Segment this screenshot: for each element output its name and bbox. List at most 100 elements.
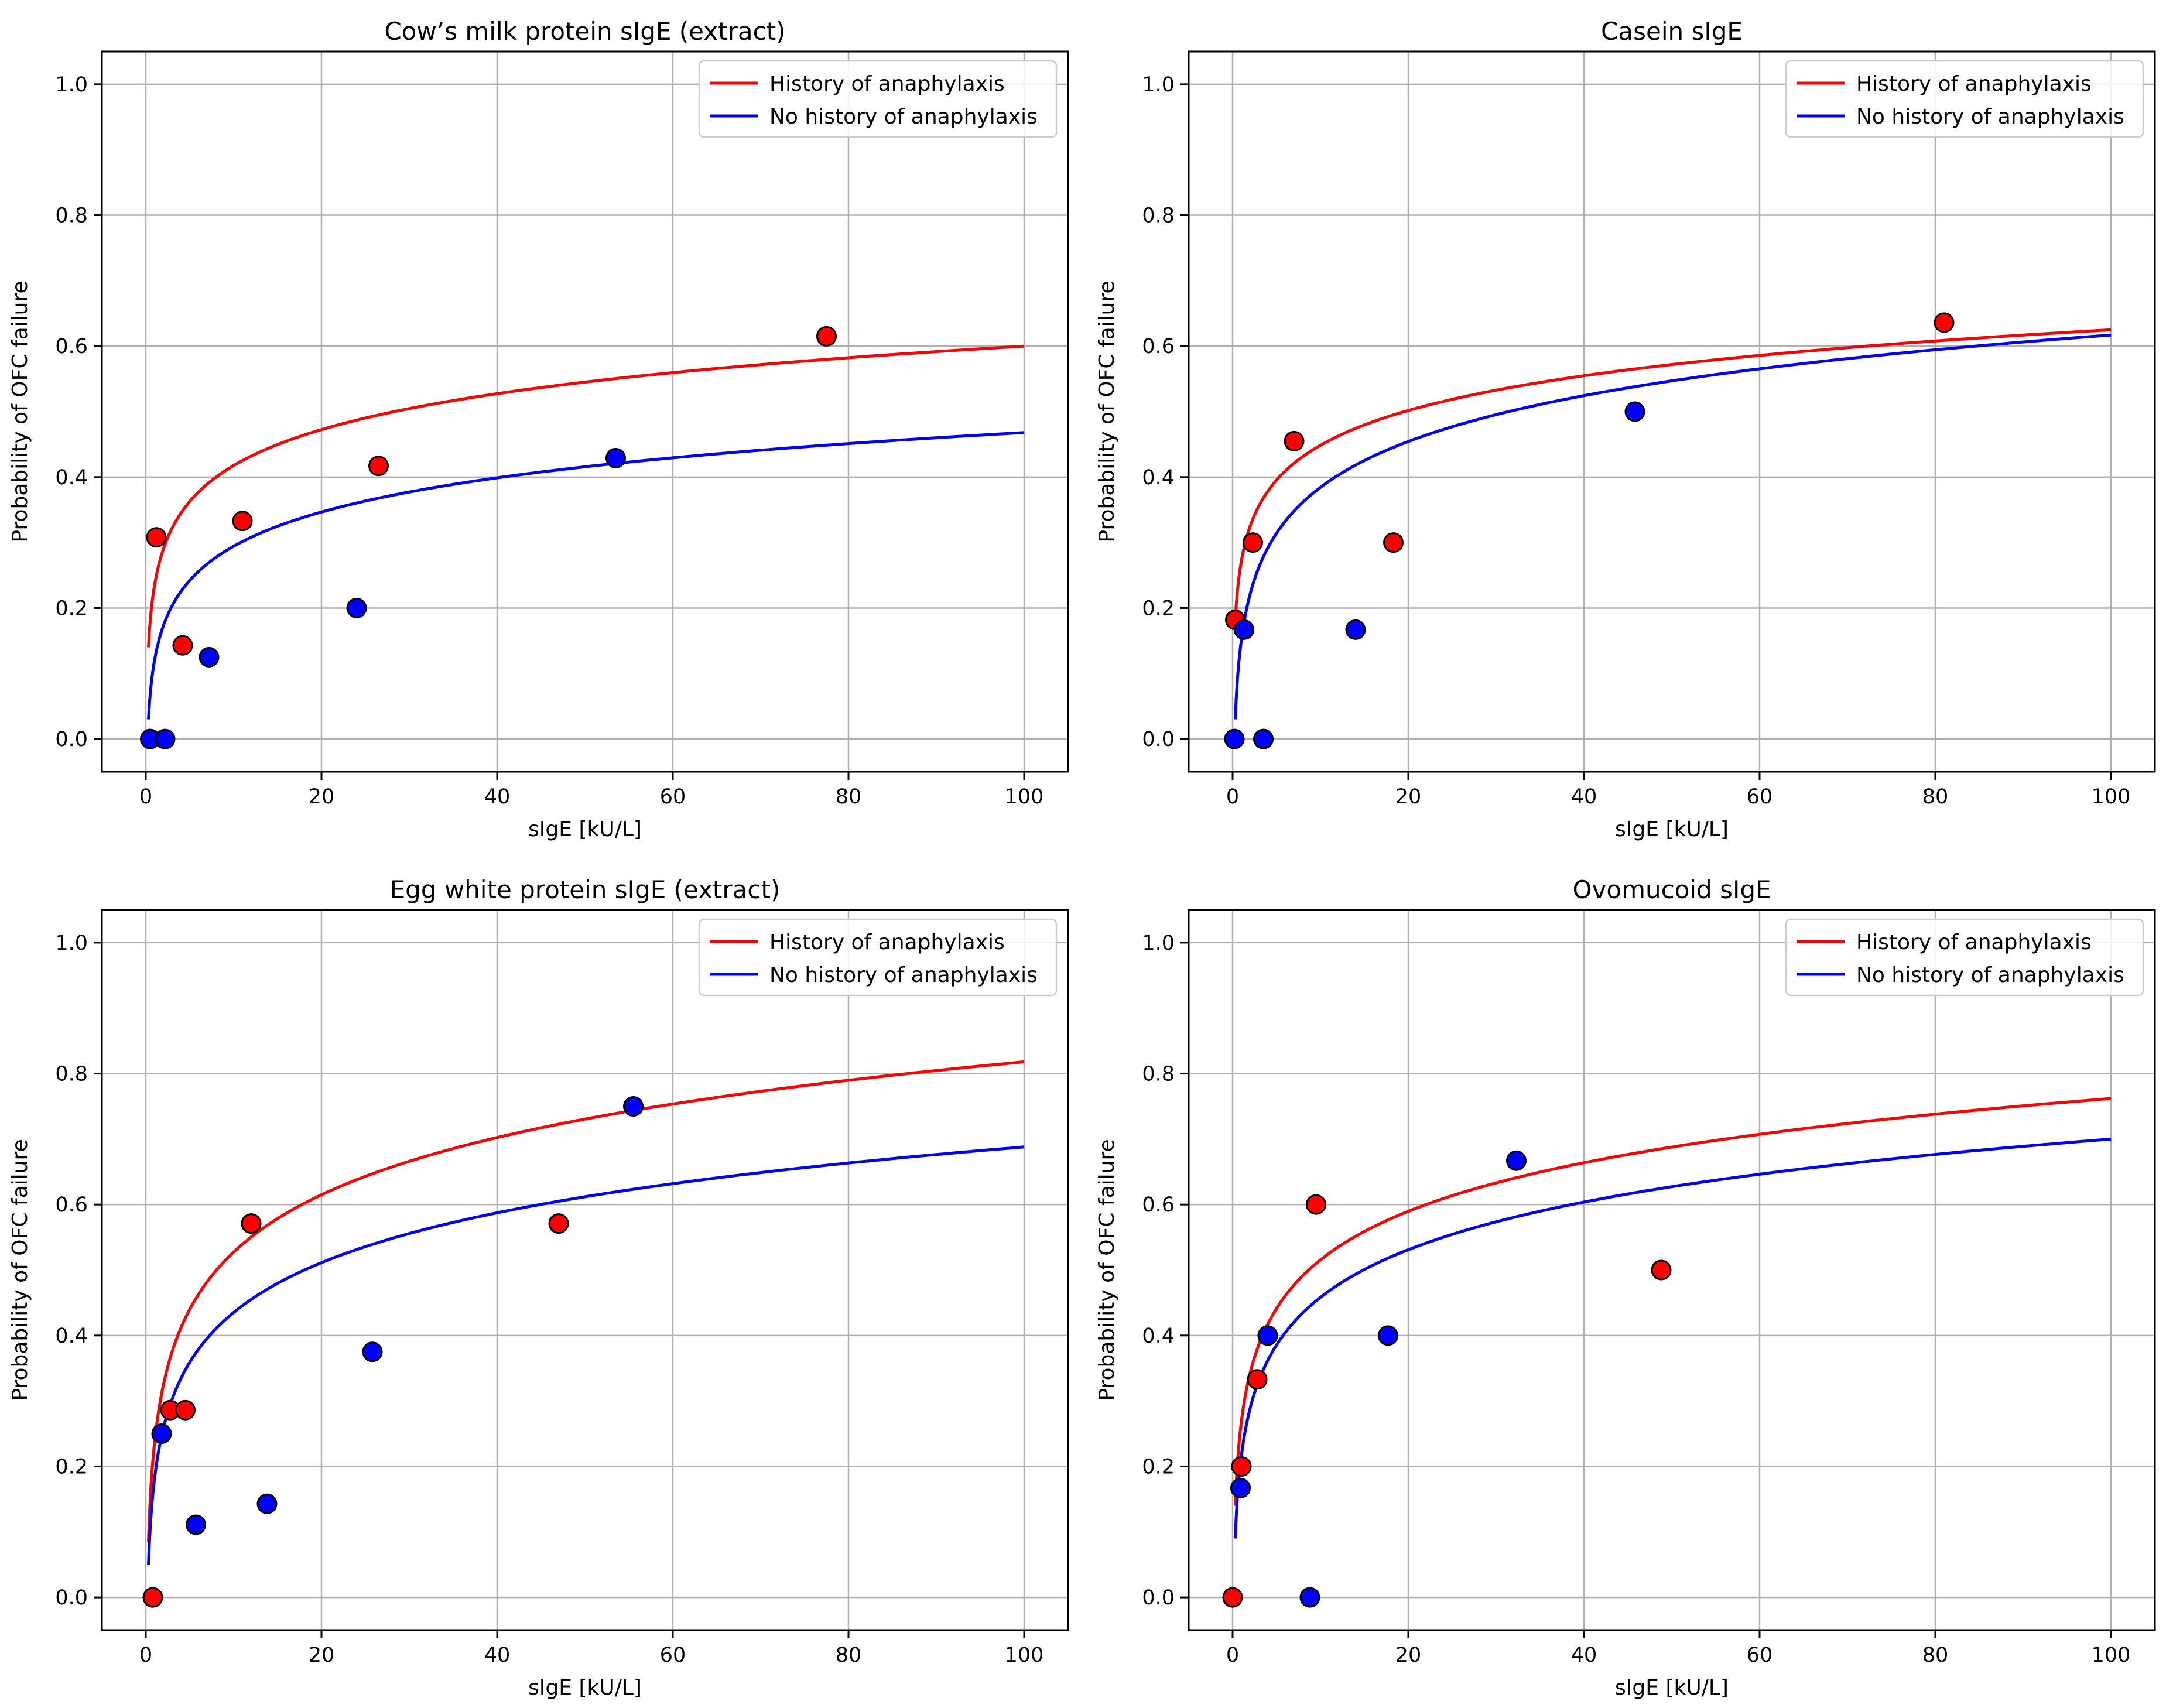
legend-box [698,918,1058,997]
x-axis-label: sIgE [kU/L] [1615,1676,1729,1700]
x-tick-label-2: 40 [484,1644,511,1667]
data-point-no-anaphylaxis-4 [362,1341,383,1363]
data-point-anaphylaxis-5 [816,326,837,347]
y-tick-label-3: 0.6 [1142,1193,1175,1217]
data-point-anaphylaxis-3 [232,511,253,532]
y-tick-label-4: 0.8 [1142,204,1175,228]
legend-box [698,60,1058,138]
chart-title: Egg white protein sIgE (extract) [390,875,781,904]
data-point-anaphylaxis-4 [1306,1194,1326,1215]
data-point-no-anaphylaxis-2 [186,1514,206,1535]
y-tick-label-3: 0.6 [1142,335,1175,358]
legend-box [1785,918,2144,997]
x-tick-label-0: 0 [139,785,152,809]
x-tick-label-5: 100 [1005,785,1044,809]
data-point-anaphylaxis-3 [175,1399,196,1421]
fit-curve-anaphylaxis [1234,328,2112,621]
chart-panel-3: 0 20 40 60 80 100 0.0 0.2 0.4 0.6 0.8 1.0 Egg white … [8,875,1069,1700]
data-point-anaphylaxis-5 [1934,312,1955,333]
plot-frame [101,50,1069,773]
x-tick-label-3: 60 [1747,1644,1773,1667]
data-point-anaphylaxis-4 [1383,532,1404,553]
data-point-no-anaphylaxis-2 [1257,1325,1278,1346]
y-axis-label: Probability of OFC failure [8,1139,32,1401]
legend-label-no-anaphylaxis: No history of anaphylaxis [769,105,1038,129]
y-tick-label-5: 1.0 [55,73,88,97]
data-point-anaphylaxis-1 [1222,1587,1243,1608]
data-point-anaphylaxis-2 [172,635,193,656]
data-point-anaphylaxis-5 [1651,1259,1672,1281]
plot-frame [1188,909,2156,1631]
data-point-no-anaphylaxis-2 [1234,619,1254,640]
data-point-no-anaphylaxis-1 [151,1423,172,1445]
data-point-no-anaphylaxis-3 [1253,728,1274,749]
fit-curve-no-anaphylaxis [147,1145,1025,1565]
x-tick-label-2: 40 [1571,785,1597,809]
x-tick-label-1: 20 [309,1644,335,1667]
x-tick-label-5: 100 [2092,785,2131,809]
legend-label-anaphylaxis: History of anaphylaxis [769,72,1005,96]
data-point-no-anaphylaxis-5 [1506,1150,1527,1171]
y-tick-label-1: 0.2 [55,1455,88,1478]
data-point-no-anaphylaxis-5 [605,447,626,468]
x-tick-label-1: 20 [309,785,335,809]
y-axis-label: Probability of OFC failure [8,280,32,542]
y-axis-label: Probability of OFC failure [1095,280,1119,542]
legend: History of anaphylaxis No history of anap… [1785,60,2144,138]
y-tick-label-2: 0.4 [55,1324,88,1348]
legend-box [1785,60,2144,138]
y-tick-label-0: 0.0 [1142,1586,1175,1610]
legend-label-no-anaphylaxis: No history of anaphylaxis [1856,105,2124,129]
x-tick-label-5: 100 [2092,1644,2131,1667]
data-point-anaphylaxis-2 [1231,1456,1252,1477]
plot-frame [101,909,1069,1631]
data-point-no-anaphylaxis-3 [1299,1587,1320,1608]
legend: History of anaphylaxis No history of anap… [698,60,1058,138]
x-tick-label-1: 20 [1395,1644,1422,1667]
fit-curve-anaphylaxis [147,344,1025,648]
legend-label-no-anaphylaxis: No history of anaphylaxis [769,963,1038,987]
y-axis-label: Probability of OFC failure [1095,1139,1119,1401]
chart-panel-1: 0 20 40 60 80 100 0.0 0.2 0.4 0.6 0.8 1.0 Cow’s milk… [8,17,1069,841]
data-point-no-anaphylaxis-3 [256,1493,278,1514]
data-point-no-anaphylaxis-5 [1624,401,1645,422]
fit-curve-anaphylaxis [1234,1097,2112,1506]
y-tick-label-1: 0.2 [1142,1455,1175,1478]
data-point-anaphylaxis-5 [548,1213,569,1234]
data-point-no-anaphylaxis-1 [1224,728,1245,749]
y-tick-label-5: 1.0 [1142,932,1175,955]
data-point-anaphylaxis-1 [146,527,167,548]
x-axis-label: sIgE [kU/L] [528,1676,642,1700]
data-point-no-anaphylaxis-4 [346,597,367,618]
y-tick-label-4: 0.8 [55,204,88,228]
data-point-no-anaphylaxis-3 [199,646,220,668]
x-tick-label-3: 60 [660,785,686,809]
y-tick-label-2: 0.4 [1142,1324,1175,1348]
chart-panel-2: 0 20 40 60 80 100 0.0 0.2 0.4 0.6 0.8 1.0 Casein sIg… [1095,17,2156,841]
data-point-anaphylaxis-4 [368,456,389,477]
y-tick-label-1: 0.2 [55,597,88,620]
fit-curve-anaphylaxis [147,1060,1025,1542]
data-point-anaphylaxis-3 [1247,1369,1268,1390]
data-point-anaphylaxis-4 [241,1213,262,1234]
chart-title: Casein sIgE [1601,17,1743,46]
y-tick-label-4: 0.8 [55,1063,88,1086]
x-tick-label-4: 80 [1922,1644,1949,1667]
y-tick-label-3: 0.6 [55,335,88,358]
x-tick-label-0: 0 [1226,1644,1239,1667]
data-point-anaphylaxis-3 [1284,430,1305,451]
data-point-no-anaphylaxis-4 [1345,619,1366,640]
x-tick-label-5: 100 [1005,1644,1044,1667]
fit-curve-no-anaphylaxis [1234,333,2112,720]
legend-label-anaphylaxis: History of anaphylaxis [769,930,1005,954]
data-point-anaphylaxis-1 [142,1587,163,1608]
legend-label-anaphylaxis: History of anaphylaxis [1856,72,2092,96]
legend-label-no-anaphylaxis: No history of anaphylaxis [1856,963,2124,987]
y-tick-label-1: 0.2 [1142,597,1175,620]
y-tick-label-0: 0.0 [55,728,88,751]
data-point-no-anaphylaxis-4 [1378,1325,1398,1346]
y-tick-label-2: 0.4 [1142,466,1175,490]
x-tick-label-1: 20 [1395,785,1422,809]
x-tick-label-0: 0 [139,1644,152,1667]
